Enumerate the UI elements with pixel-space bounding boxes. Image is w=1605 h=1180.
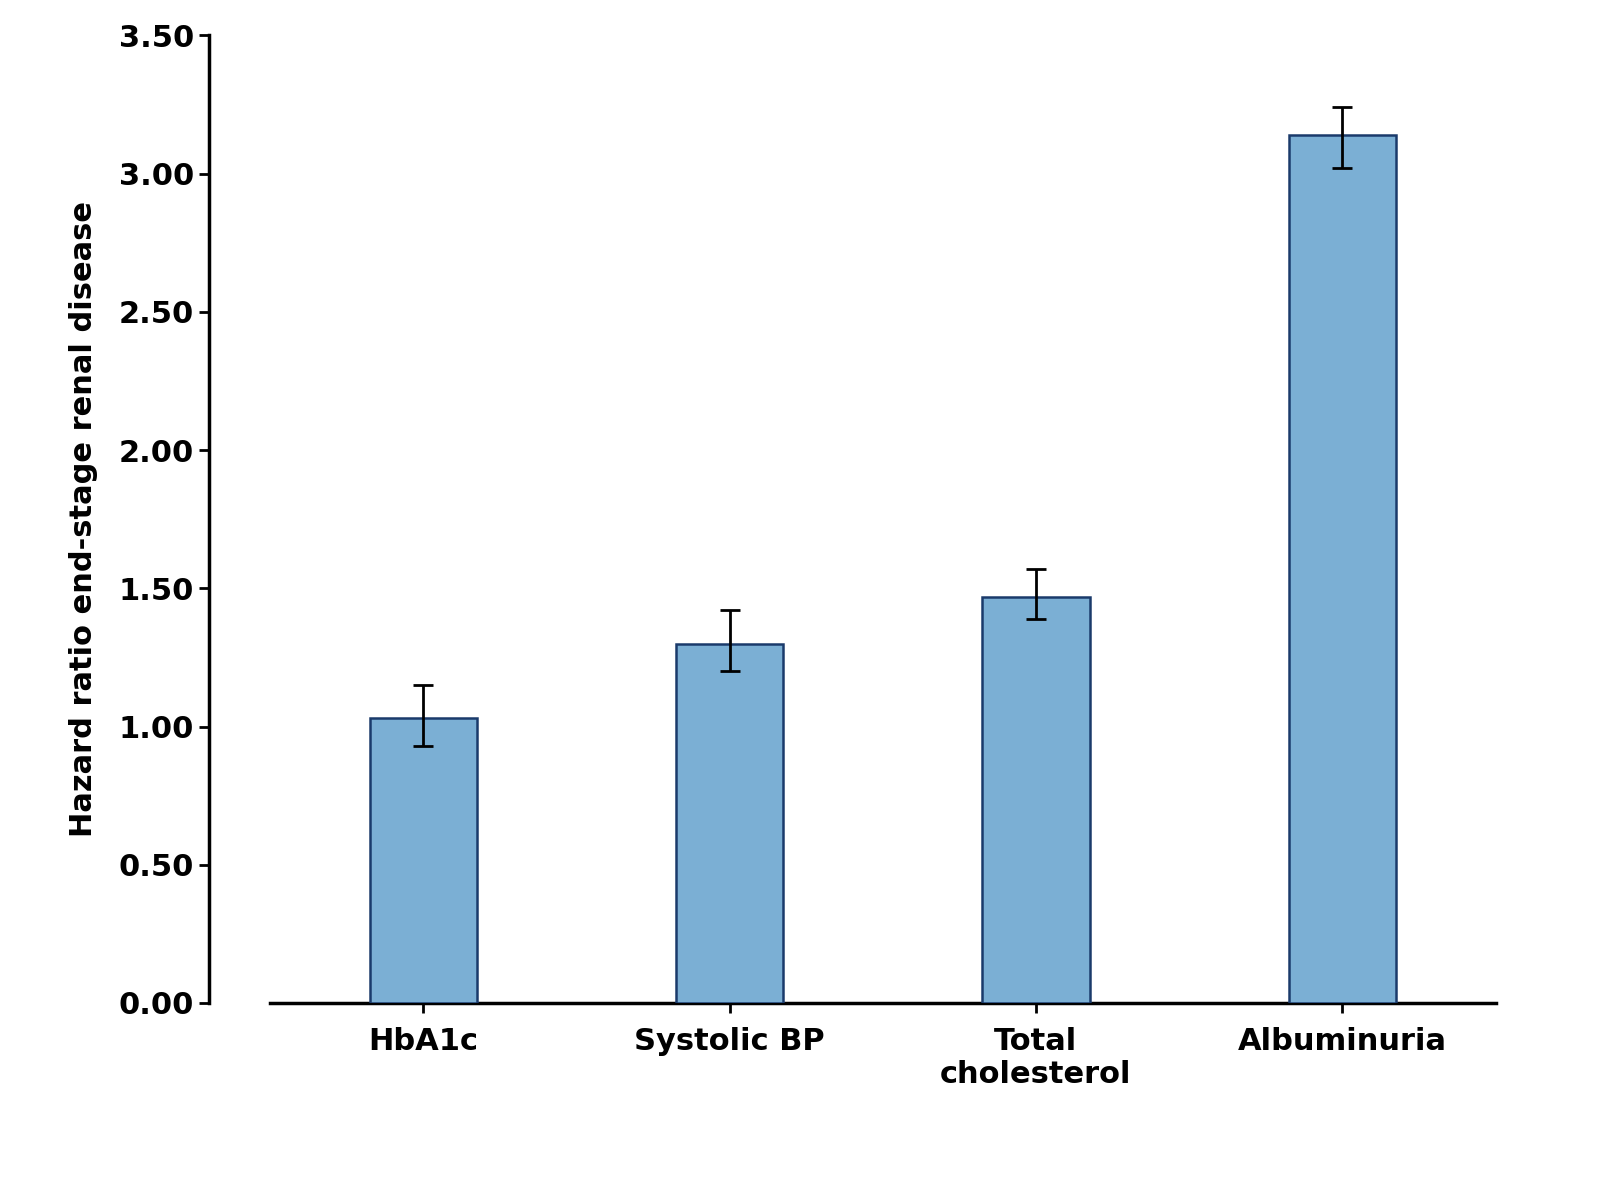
Bar bbox=[1289, 135, 1396, 1003]
Bar bbox=[676, 643, 783, 1003]
Bar bbox=[369, 719, 477, 1003]
Y-axis label: Hazard ratio end-stage renal disease: Hazard ratio end-stage renal disease bbox=[69, 202, 98, 837]
Bar bbox=[982, 597, 1090, 1003]
